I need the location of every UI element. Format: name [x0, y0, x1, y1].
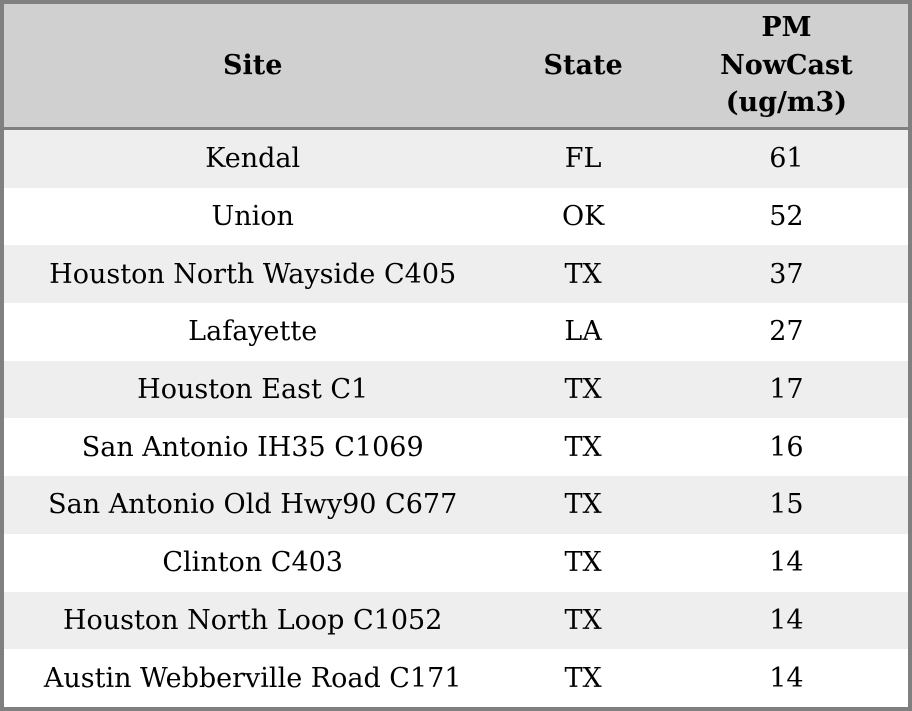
pm-value-cell: 14 [664, 649, 910, 709]
site-cell: San Antonio Old Hwy90 C677 [2, 476, 502, 534]
table-row: Houston North Wayside C405 TX 37 [2, 245, 910, 304]
pm-value-cell: 15 [664, 476, 910, 534]
state-cell: FL [501, 128, 665, 188]
state-cell: TX [501, 360, 665, 419]
site-cell: Lafayette [2, 303, 502, 361]
table-row: Union OK 52 [2, 187, 910, 246]
pm-value-cell: 37 [664, 245, 910, 304]
pm-value-cell: 61 [664, 128, 910, 188]
pm-value-cell: 52 [664, 187, 910, 246]
state-cell: TX [501, 591, 665, 650]
header-row: Site State PM NowCast (ug/m3) [2, 2, 910, 130]
table-row: Lafayette LA 27 [2, 303, 910, 361]
column-header-pm-nowcast: PM NowCast (ug/m3) [664, 2, 910, 130]
state-cell: TX [501, 649, 665, 709]
column-header-state: State [501, 2, 665, 130]
site-cell: Houston North Loop C1052 [2, 591, 502, 650]
table-row: San Antonio IH35 C1069 TX 16 [2, 418, 910, 477]
pm-value-cell: 27 [664, 303, 910, 361]
site-cell: Houston North Wayside C405 [2, 245, 502, 304]
table-row: Clinton C403 TX 14 [2, 533, 910, 592]
table-row: Houston East C1 TX 17 [2, 360, 910, 419]
pm-value-cell: 17 [664, 360, 910, 419]
table-row: San Antonio Old Hwy90 C677 TX 15 [2, 476, 910, 534]
state-cell: TX [501, 245, 665, 304]
table-row: Kendal FL 61 [2, 128, 910, 188]
state-cell: OK [501, 187, 665, 246]
table-body: Kendal FL 61 Union OK 52 Houston North W… [2, 128, 910, 709]
column-header-site: Site [2, 2, 502, 130]
table-row: Austin Webberville Road C171 TX 14 [2, 649, 910, 709]
state-cell: LA [501, 303, 665, 361]
state-cell: TX [501, 476, 665, 534]
state-cell: TX [501, 418, 665, 477]
pm-value-cell: 14 [664, 533, 910, 592]
state-cell: TX [501, 533, 665, 592]
site-cell: Austin Webberville Road C171 [2, 649, 502, 709]
site-cell: San Antonio IH35 C1069 [2, 418, 502, 477]
site-cell: Union [2, 187, 502, 246]
site-cell: Houston East C1 [2, 360, 502, 419]
site-cell: Kendal [2, 128, 502, 188]
pm-value-cell: 16 [664, 418, 910, 477]
table-row: Houston North Loop C1052 TX 14 [2, 591, 910, 650]
table-header: Site State PM NowCast (ug/m3) [2, 2, 910, 130]
site-cell: Clinton C403 [2, 533, 502, 592]
pm-value-cell: 14 [664, 591, 910, 650]
